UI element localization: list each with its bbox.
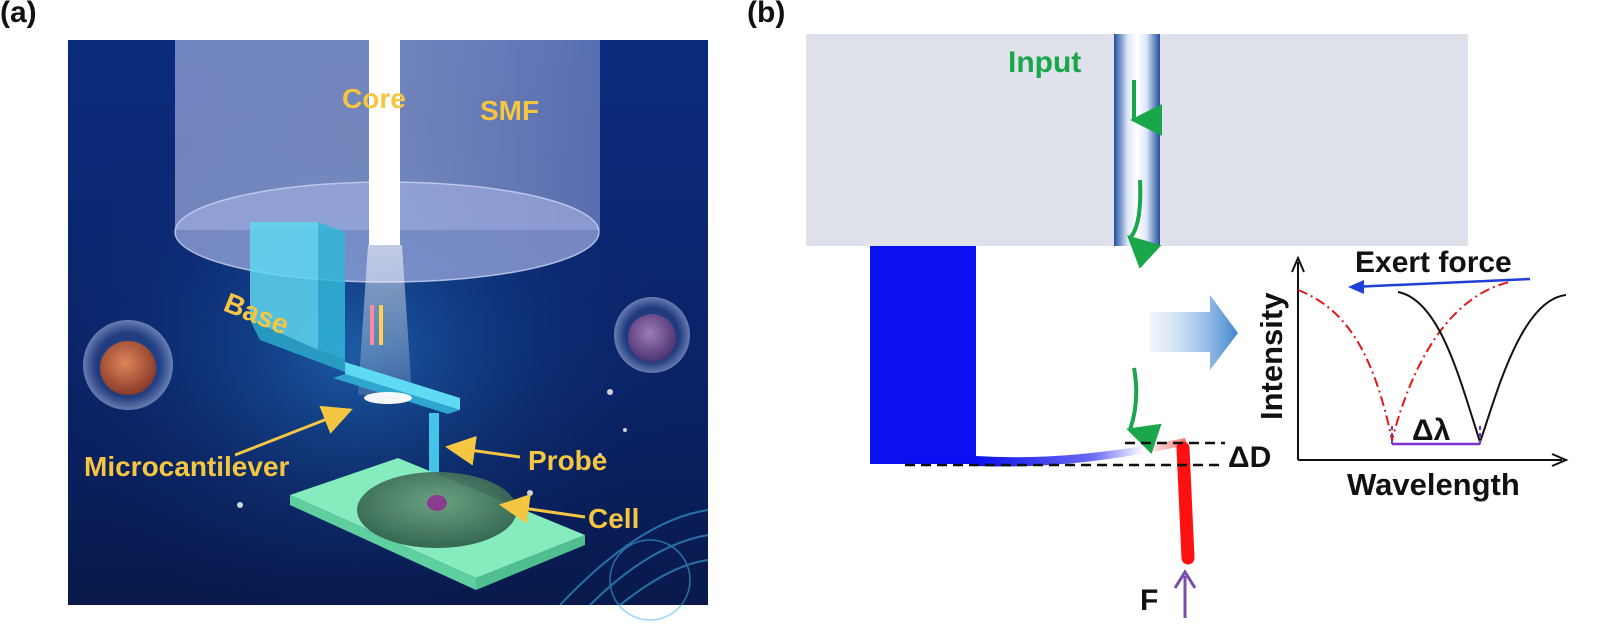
label-force: F (1140, 584, 1158, 617)
label-delta-d: ΔD (1228, 441, 1271, 474)
probe-b (1176, 441, 1195, 565)
label-probe: Probe (528, 445, 607, 476)
curve-after-force (1297, 281, 1511, 441)
cell-pointer (499, 494, 586, 524)
base-block-b (870, 246, 976, 464)
panel-a: Core SMF Base Microcantilever Probe Cell (68, 40, 709, 621)
fiber-core-b (1114, 34, 1160, 246)
label-cell: Cell (588, 503, 639, 534)
floating-cell-left (83, 320, 173, 410)
probe-pointer (445, 435, 521, 466)
reflection-arrow (1127, 179, 1162, 269)
label-exert-force: Exert force (1355, 246, 1512, 279)
panel-a-decor-lines (559, 509, 709, 621)
floating-cell-right (614, 297, 690, 373)
fiber-core (369, 40, 400, 245)
microcantilever-pointer (234, 405, 353, 457)
x-axis-arrow-icon (1551, 453, 1569, 467)
microcantilever-beam (333, 362, 460, 414)
transfer-arrow-icon (1150, 295, 1238, 370)
light-beam (358, 245, 412, 395)
probe-tip (429, 413, 439, 483)
oscillation-arrows-icon (370, 305, 383, 345)
shift-arrowhead-icon (1348, 280, 1364, 294)
label-delta-lambda: Δλ (1412, 414, 1451, 447)
shift-arrow (1351, 277, 1531, 289)
y-axis-arrow-icon (1291, 255, 1305, 273)
cantilever-reflection-arrow (1126, 367, 1162, 455)
force-arrowhead-icon (1173, 569, 1197, 589)
label-wavelength: Wavelength (1347, 467, 1520, 502)
label-core: Core (342, 83, 406, 114)
base-block (250, 222, 345, 372)
label-intensity: Intensity (1254, 292, 1289, 420)
panel-b: Input ΔD F (806, 34, 1569, 618)
panel-a-label: (a) (0, 0, 37, 29)
label-smf: SMF (480, 95, 539, 126)
label-input: Input (1008, 46, 1081, 79)
substrate-dish (290, 458, 585, 590)
spectrum-plot: Exert force Δλ Wavelength Intensity (1254, 246, 1569, 502)
label-microcantilever: Microcantilever (84, 451, 290, 482)
panel-b-label: (b) (747, 0, 786, 29)
cantilever-b (976, 438, 1187, 467)
